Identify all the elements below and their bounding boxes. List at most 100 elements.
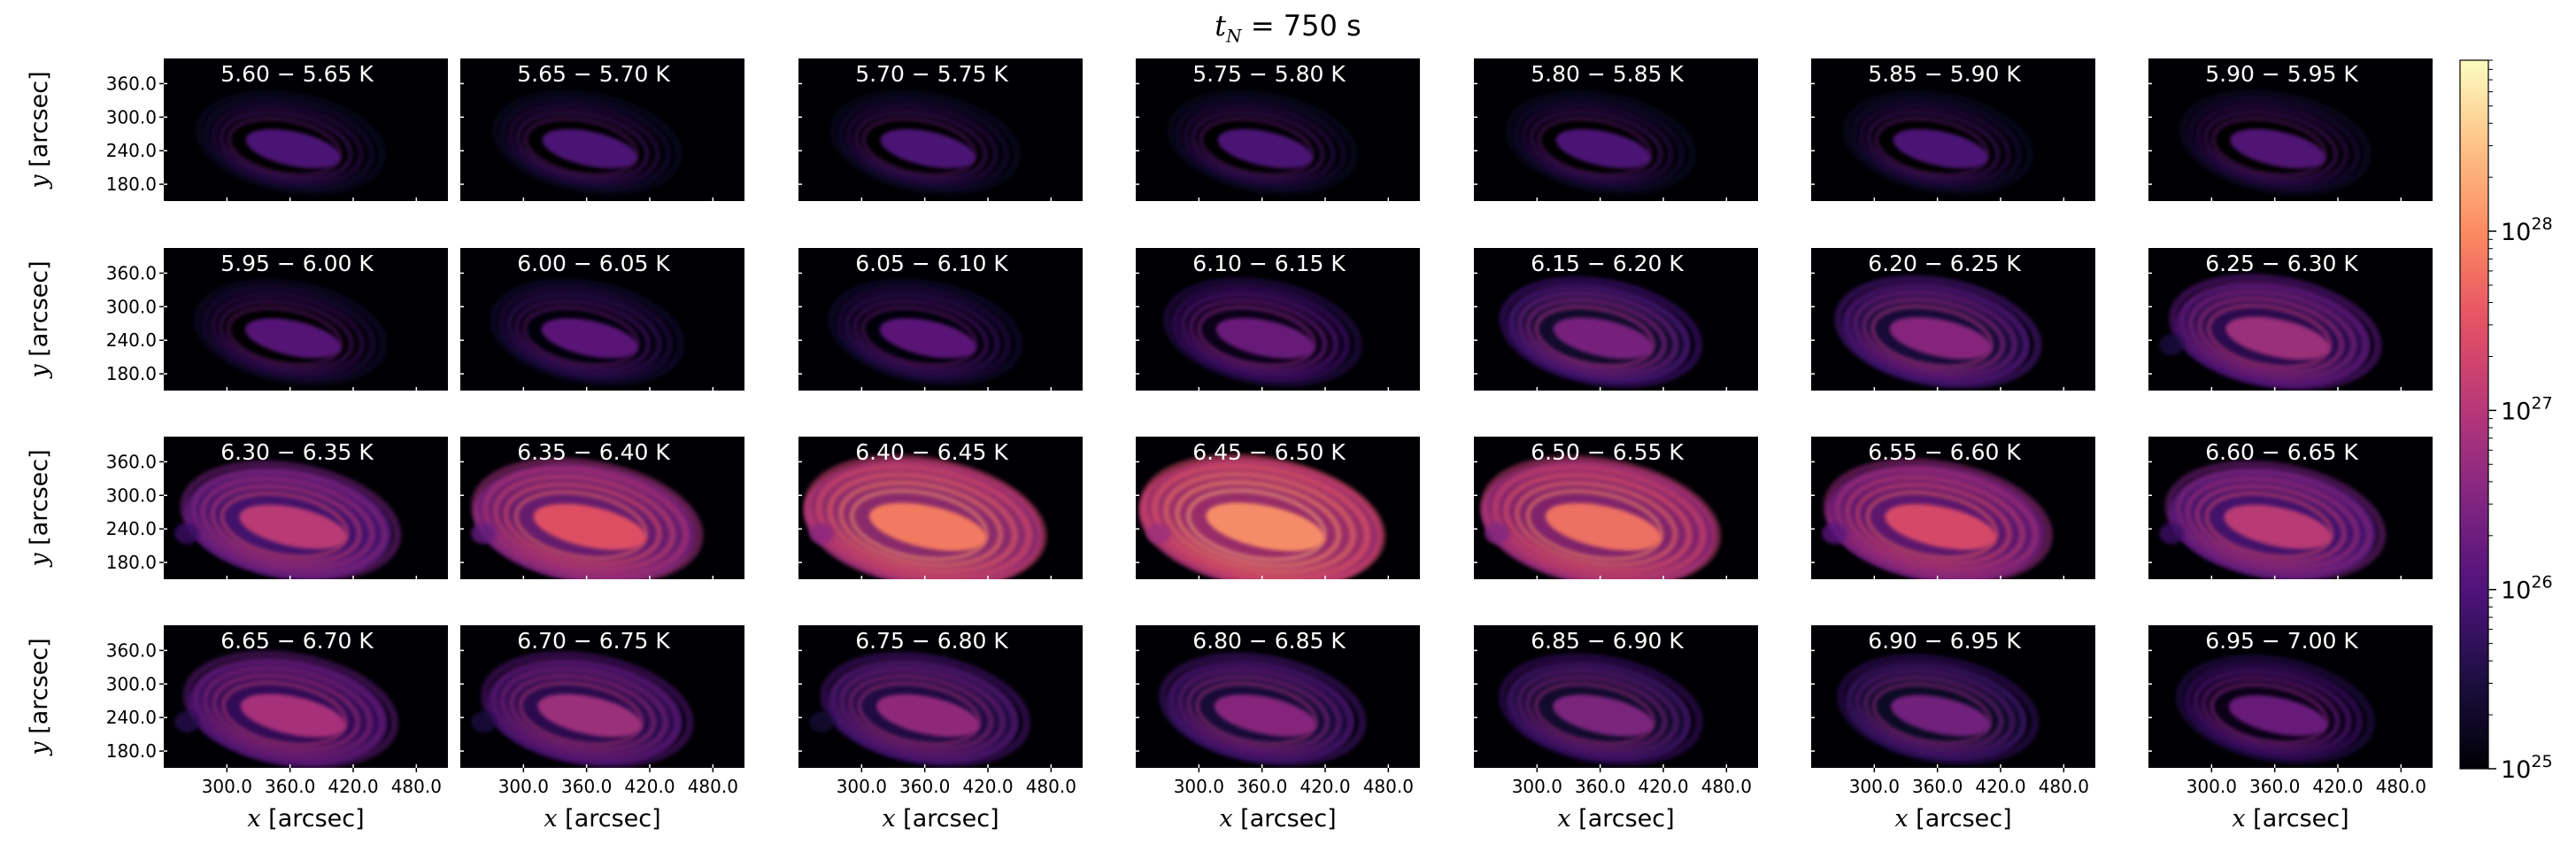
loop-arc — [1499, 275, 1703, 389]
panel-label: 6.05 − 6.10 K — [855, 251, 1008, 276]
x-tick-label: 480.0 — [1363, 776, 1414, 797]
y-tick-label: 360.0 — [106, 73, 157, 94]
emission-map — [2175, 654, 2375, 764]
loop-arc — [838, 666, 1006, 757]
panel-label: 6.80 − 6.85 K — [1192, 628, 1346, 654]
loop-arc — [1516, 290, 1679, 378]
loop-arc — [210, 483, 363, 565]
panel-label: 5.60 − 5.65 K — [220, 61, 374, 87]
emission-core — [1553, 317, 1654, 360]
x-tick-label: 480.0 — [1701, 776, 1752, 797]
emission-map — [1499, 275, 1703, 389]
footpoint-blob — [1146, 523, 1172, 545]
loop-arc — [2187, 96, 2361, 191]
loop-arc — [1188, 298, 1328, 373]
x-axis-label: x [arcsec] — [247, 805, 364, 833]
panel-label: 5.85 − 5.90 K — [1868, 61, 2021, 87]
emission-core — [1555, 128, 1651, 169]
loop-arc — [1516, 667, 1680, 756]
loop-arc — [492, 473, 676, 573]
loop-arc — [1823, 458, 2053, 579]
emission-map — [491, 89, 683, 196]
loop-arc — [508, 673, 657, 752]
loop-arc — [180, 460, 402, 579]
emission-map — [829, 89, 1022, 196]
loop-arc — [2192, 668, 2352, 755]
panel-15: 180.0 240.0 300.0 360.0 6.30 − 6.35 K y [arcs… — [26, 437, 448, 579]
colorbar-tick-label: 1027 — [2501, 393, 2553, 425]
emission-core — [869, 502, 987, 552]
footpoint-blob — [174, 711, 200, 733]
panel-17: 6.40 − 6.45 K — [798, 437, 1083, 579]
emission-core — [239, 504, 347, 549]
x-axis-label: x [arcsec] — [882, 805, 999, 833]
loop-arc — [499, 96, 672, 191]
footpoint-blob — [2159, 523, 2185, 545]
emission-core — [1553, 694, 1654, 737]
emission-map — [1505, 89, 1697, 196]
loop-arc — [1513, 96, 1685, 191]
loop-arc — [2201, 675, 2341, 750]
panel-label: 6.45 − 6.50 K — [1192, 439, 1346, 465]
emission-core — [1889, 317, 1992, 360]
loop-arc — [210, 291, 366, 376]
emission-core — [2225, 316, 2330, 360]
panel-22: 300.0 360.0 420.0 480.0 180.0 240.0 300.0 360.0… — [26, 625, 448, 833]
emission-core — [1214, 694, 1316, 737]
loop-arc — [1508, 283, 1691, 383]
footpoint-blob — [809, 711, 835, 733]
emission-core — [1206, 502, 1324, 552]
loop-arc — [1159, 652, 1367, 767]
x-tick-label: 360.0 — [2249, 776, 2300, 797]
x-tick-label: 300.0 — [1512, 776, 1562, 797]
y-axis-label: y [arcsec] — [26, 449, 53, 567]
colorbar-tick-label: 1028 — [2501, 214, 2553, 246]
loop-arc — [218, 298, 354, 372]
emission-map — [195, 89, 387, 196]
loop-arc — [192, 657, 386, 763]
loop-arc — [1162, 277, 1362, 387]
y-tick-label: 300.0 — [106, 296, 157, 317]
title-subscript: N — [1226, 25, 1242, 47]
x-tick-label: 360.0 — [899, 776, 950, 797]
loop-arc — [837, 480, 1004, 569]
loop-arc — [853, 110, 989, 182]
loop-arc — [2184, 661, 2364, 760]
panel-8: 180.0 240.0 300.0 360.0 5.95 − 6.00 K y [arcs… — [26, 248, 448, 391]
loop-arc — [1480, 455, 1722, 579]
panel-label: 6.20 − 6.25 K — [1868, 251, 2021, 276]
loop-arc — [195, 89, 387, 196]
loop-arc — [820, 651, 1031, 768]
loop-arc — [2178, 281, 2370, 385]
emission-map — [1480, 455, 1722, 579]
emission-core — [1890, 694, 1991, 737]
emission-core — [245, 128, 341, 169]
x-tick-label: 360.0 — [1575, 776, 1625, 797]
loop-arc — [203, 96, 375, 191]
panel-label: 5.75 − 5.80 K — [1192, 61, 1346, 87]
y-tick-label: 180.0 — [106, 363, 157, 384]
x-tick-label: 300.0 — [498, 776, 549, 797]
loop-arc — [199, 476, 375, 570]
loop-arc — [1854, 668, 2016, 755]
panel-28: 300.0 360.0 420.0 480.0 6.95 − 7.00 K x [arcs… — [2148, 625, 2433, 833]
loop-arc — [1844, 474, 2026, 572]
footpoint-blob — [809, 523, 835, 545]
y-tick-label: 300.0 — [106, 484, 157, 506]
loop-arc — [1852, 290, 2018, 379]
loop-arc — [826, 471, 1018, 575]
loop-arc — [814, 462, 1033, 579]
loop-arc — [505, 291, 663, 377]
colorbar-gradient — [2459, 59, 2489, 770]
x-tick-label: 420.0 — [328, 776, 378, 797]
emission-map — [174, 650, 399, 768]
y-axis-label: y [arcsec] — [26, 638, 53, 755]
loop-arc — [1174, 479, 1342, 569]
panel-9: 6.00 − 6.05 K — [460, 248, 744, 391]
x-axis-label: x [arcsec] — [1219, 805, 1336, 833]
loop-arc — [1833, 466, 2040, 578]
emission-core — [537, 693, 642, 738]
panel-24: 300.0 360.0 420.0 480.0 6.75 − 6.80 K x [arcs… — [798, 625, 1083, 833]
panel-25: 300.0 360.0 420.0 480.0 6.80 − 6.85 K x [arcs… — [1136, 625, 1420, 833]
loop-arc — [2184, 476, 2360, 570]
